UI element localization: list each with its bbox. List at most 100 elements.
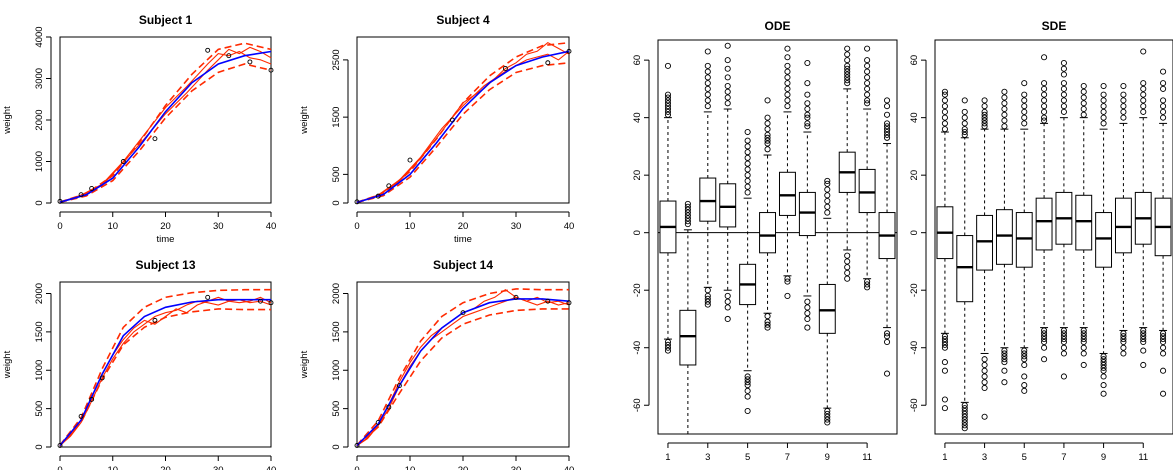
observation-point	[120, 159, 126, 164]
x-tick-label: 1	[665, 452, 670, 463]
outlier-point	[1060, 91, 1067, 98]
box-9	[818, 177, 836, 426]
x-tick-label: 5	[1022, 452, 1027, 463]
outlier-point	[941, 344, 948, 351]
outlier-point	[864, 62, 871, 69]
outlier-point	[1060, 103, 1067, 110]
series-mean-line	[59, 50, 272, 203]
box-6	[1035, 54, 1053, 363]
outlier-point	[784, 275, 791, 282]
outlier-point	[981, 117, 988, 124]
outlier-point	[1140, 103, 1147, 110]
outlier-point	[1140, 333, 1147, 340]
outlier-point	[1120, 330, 1127, 337]
outlier-point	[764, 126, 771, 133]
outlier-point	[961, 126, 968, 133]
x-tick-label: 3	[982, 452, 987, 463]
box-3	[976, 97, 994, 420]
outlier-point	[883, 134, 891, 141]
outlier-point	[824, 192, 831, 199]
observation-point	[396, 383, 402, 389]
outlier-point	[883, 333, 891, 340]
outlier-point	[1041, 108, 1048, 115]
outlier-point	[744, 183, 751, 190]
outlier-point	[744, 154, 751, 161]
outlier-point	[1021, 350, 1028, 357]
outlier-point	[764, 324, 771, 331]
outlier-point	[664, 111, 672, 118]
outlier-point	[941, 120, 948, 127]
outlier-point	[1120, 333, 1127, 340]
box-iqr	[956, 235, 974, 303]
box-iqr	[1035, 197, 1053, 251]
outlier-point	[883, 131, 891, 138]
plot-frame	[356, 281, 570, 448]
outlier-point	[664, 341, 672, 348]
outlier-point	[1100, 108, 1107, 115]
outlier-point	[684, 209, 691, 216]
outlier-point	[844, 71, 851, 78]
outlier-point	[1080, 111, 1087, 118]
x-axis-label: time	[157, 234, 175, 245]
outlier-point	[824, 209, 831, 216]
outlier-point	[1021, 361, 1028, 369]
outlier-point	[1060, 336, 1067, 343]
outlier-point	[704, 74, 711, 81]
outlier-point	[1060, 333, 1067, 340]
box-iqr	[1114, 197, 1132, 254]
outlier-point	[784, 68, 791, 75]
box-iqr	[1075, 194, 1093, 251]
outlier-point	[744, 373, 751, 380]
outlier-point	[883, 120, 891, 127]
outlier-point	[664, 97, 672, 104]
outlier-point	[961, 410, 968, 417]
outlier-point	[1021, 373, 1028, 380]
outlier-point	[1100, 91, 1107, 98]
outlier-point	[724, 100, 731, 107]
observation-point	[205, 47, 211, 53]
box-4	[719, 42, 737, 323]
x-tick-label: 7	[785, 452, 790, 463]
outlier-point	[941, 338, 948, 346]
outlier-point	[1060, 97, 1067, 104]
outlier-point	[864, 85, 871, 92]
x-tick-label: 20	[160, 221, 171, 232]
plot-frame	[934, 39, 1173, 435]
outlier-point	[1140, 91, 1147, 98]
observation-point	[407, 157, 413, 163]
outlier-point	[744, 149, 751, 156]
chart-panel-1: Subject 1 time weight 0 10 20 30 40 0 1000 2000 300…	[2, 13, 276, 245]
outlier-point	[1001, 350, 1008, 357]
outlier-point	[784, 45, 791, 52]
outlier-point	[1060, 65, 1067, 72]
outlier-point	[704, 97, 711, 104]
outlier-point	[804, 324, 811, 331]
x-tick-label: 20	[160, 465, 171, 470]
outlier-point	[1060, 344, 1067, 351]
outlier-point	[961, 128, 968, 136]
outlier-point	[724, 94, 731, 101]
outlier-point	[1041, 103, 1048, 110]
y-tick-label: -20	[909, 283, 920, 297]
chart-title: ODE	[764, 19, 790, 33]
outlier-point	[1140, 80, 1147, 87]
outlier-point	[1140, 347, 1147, 354]
y-tick-label: 1000	[34, 151, 45, 172]
box-iqr	[976, 214, 994, 271]
outlier-point	[664, 100, 672, 107]
y-tick-label: 2500	[331, 49, 342, 70]
outlier-point	[844, 62, 851, 69]
box-5	[1015, 80, 1033, 394]
outlier-point	[704, 48, 711, 55]
y-tick-label: 2000	[34, 109, 45, 130]
outlier-point	[864, 284, 871, 291]
x-tick-label: 40	[564, 465, 575, 470]
outlier-point	[844, 51, 851, 58]
outlier-point	[1140, 97, 1147, 104]
outlier-point	[664, 338, 672, 346]
y-tick-label: 1500	[331, 321, 342, 342]
box-7	[1055, 59, 1073, 380]
outlier-point	[864, 80, 871, 87]
outlier-point	[1021, 103, 1028, 110]
